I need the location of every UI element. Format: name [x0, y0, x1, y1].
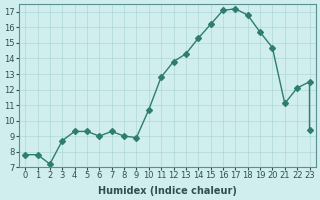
X-axis label: Humidex (Indice chaleur): Humidex (Indice chaleur): [98, 186, 237, 196]
